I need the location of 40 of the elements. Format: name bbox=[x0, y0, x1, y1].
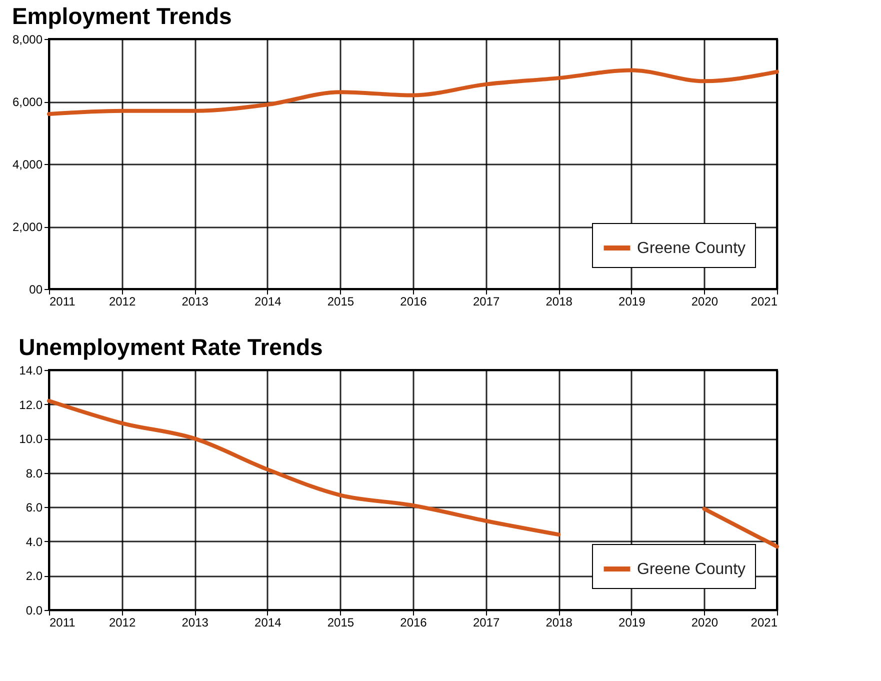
y-tick-label: 14.0 bbox=[19, 364, 43, 378]
y-tick-label: 8,000 bbox=[12, 32, 43, 46]
x-tick-label: 2013 bbox=[182, 294, 209, 308]
x-tick-label: 2021 bbox=[750, 294, 778, 308]
legend-label: Greene County bbox=[637, 561, 746, 578]
x-tick-label: 2015 bbox=[327, 616, 354, 630]
x-tick-label: 2016 bbox=[400, 616, 428, 630]
x-tick-label: 2019 bbox=[618, 294, 646, 308]
x-tick-label: 2018 bbox=[546, 294, 573, 308]
y-tick-label: 6,000 bbox=[12, 95, 43, 109]
x-tick-label: 2018 bbox=[546, 616, 573, 630]
x-tick-label: 2012 bbox=[108, 616, 136, 630]
x-tick-label: 2014 bbox=[254, 294, 282, 308]
y-tick-label: 00 bbox=[29, 282, 43, 296]
x-tick-label: 2020 bbox=[691, 616, 718, 630]
y-tick-label: 8.0 bbox=[26, 466, 43, 480]
y-tick-label: 0.0 bbox=[26, 604, 43, 618]
legend-label: Greene County bbox=[637, 240, 746, 257]
x-tick-label: 2012 bbox=[108, 294, 136, 308]
x-tick-label: 2014 bbox=[254, 616, 282, 630]
y-tick-label: 6.0 bbox=[26, 500, 43, 515]
line-series bbox=[47, 68, 779, 116]
x-tick-label: 2019 bbox=[618, 616, 646, 630]
chart-title: Employment Trends bbox=[12, 3, 232, 29]
x-tick-label: 2016 bbox=[400, 294, 428, 308]
chart-title: Unemployment Rate Trends bbox=[18, 334, 323, 360]
y-tick-label: 4.0 bbox=[26, 534, 43, 549]
y-tick-label: 10.0 bbox=[19, 432, 43, 446]
x-tick-label: 2011 bbox=[50, 294, 76, 308]
x-tick-label: 2017 bbox=[472, 616, 500, 630]
x-tick-label: 2017 bbox=[472, 294, 500, 308]
x-tick-label: 2015 bbox=[327, 294, 354, 308]
x-tick-label: 2020 bbox=[691, 294, 718, 308]
x-tick-label: 2021 bbox=[750, 616, 778, 630]
y-tick-label: 2,000 bbox=[12, 220, 43, 234]
x-tick-label: 2013 bbox=[182, 616, 209, 630]
x-tick-label: 2011 bbox=[50, 616, 76, 630]
y-tick-label: 2.0 bbox=[26, 569, 43, 584]
y-tick-label: 4,000 bbox=[12, 158, 43, 172]
y-tick-label: 12.0 bbox=[19, 398, 43, 412]
